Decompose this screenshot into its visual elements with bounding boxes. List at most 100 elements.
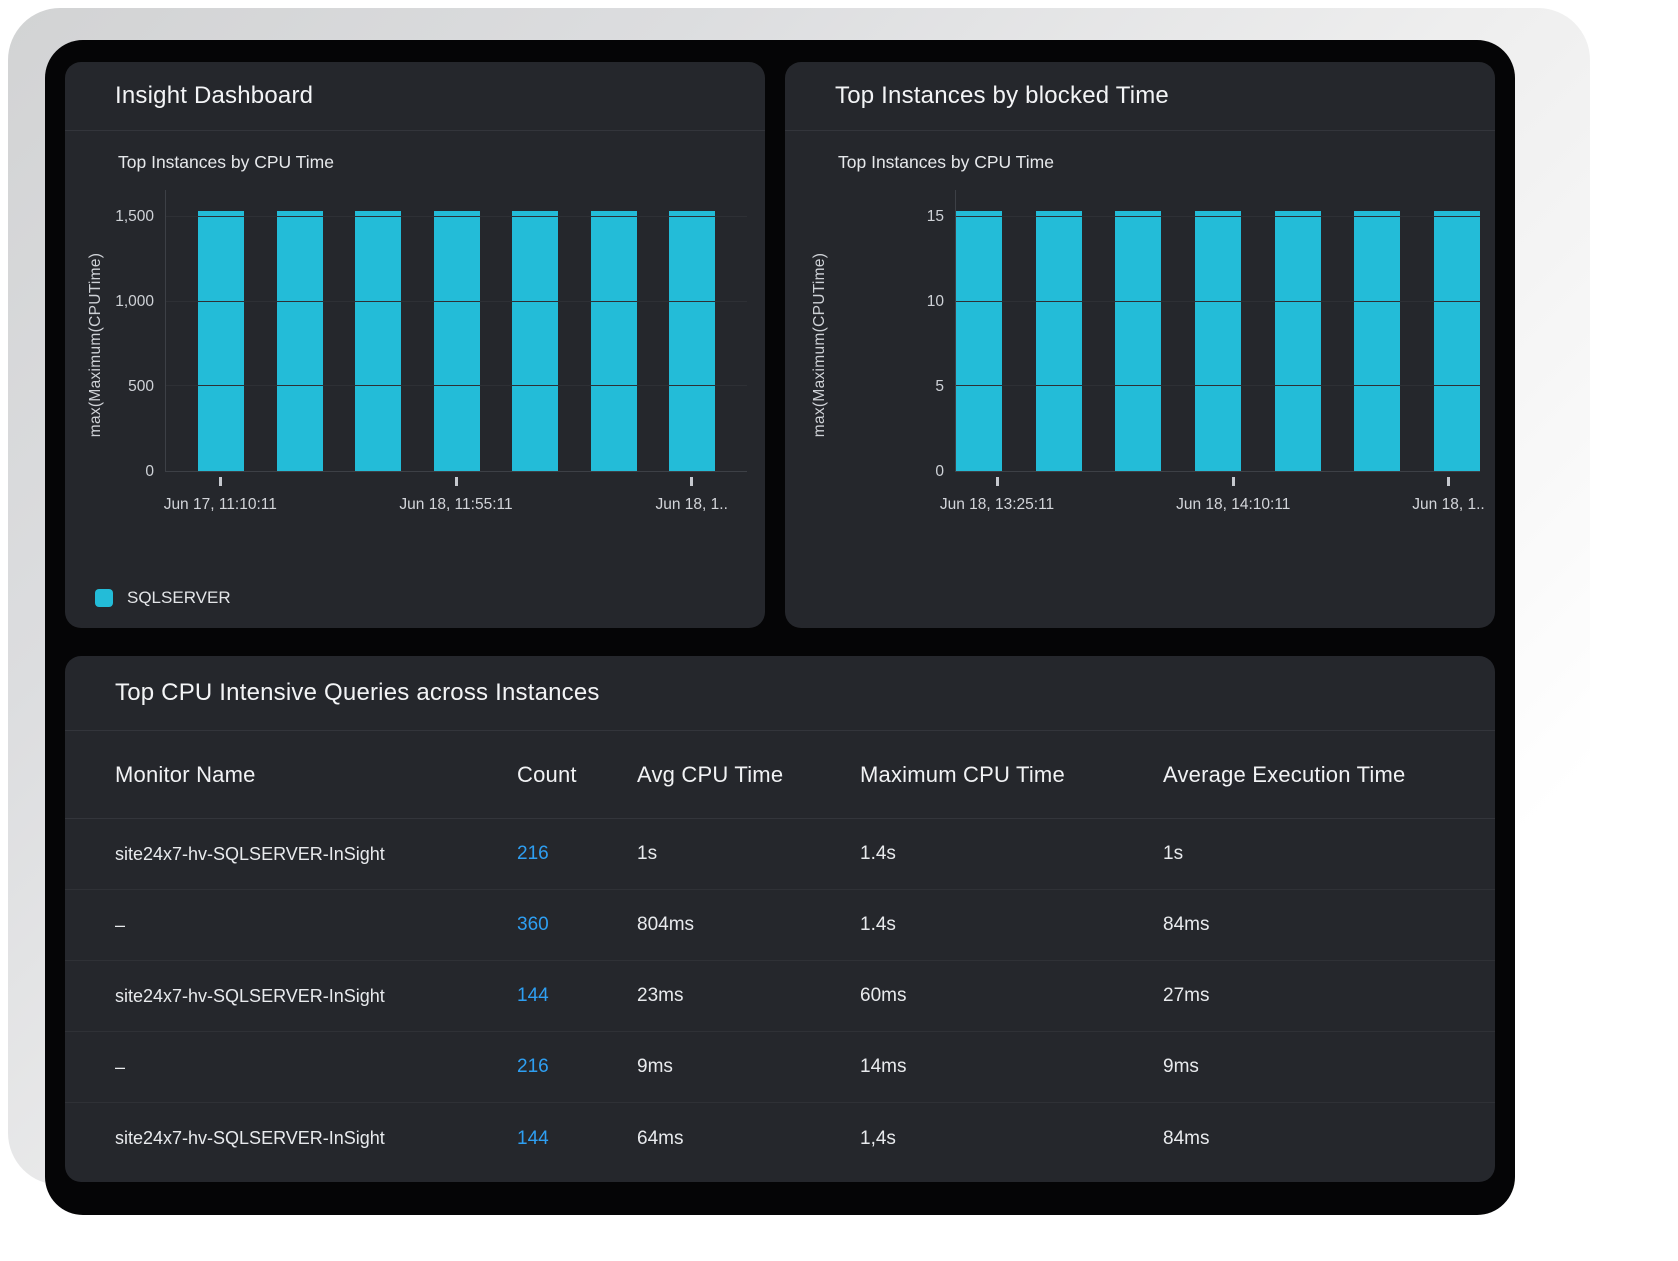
bar-sqlserver[interactable] [433, 211, 480, 471]
tick-mark [995, 477, 999, 486]
table-row: site24x7-hv-SQLSERVER-InSight 144 23ms 6… [65, 961, 1495, 1032]
plot-area [165, 190, 747, 472]
cell-avg-cpu-time: 1s [637, 843, 658, 864]
cell-count-link[interactable]: 144 [517, 1127, 549, 1149]
y-axis-tick-label: 0 [145, 463, 154, 480]
cell-maximum-cpu-time: 14ms [860, 1056, 907, 1077]
bars-group [166, 190, 747, 471]
bar-sqlserver[interactable] [355, 211, 401, 471]
cell-avg-cpu-time: 804ms [637, 914, 695, 935]
bar-sqlserver[interactable] [1354, 211, 1401, 471]
cpu-chart-title: Top Instances by CPU Time [118, 152, 334, 172]
tick-mark [1447, 477, 1450, 486]
table-body: site24x7-hv-SQLSERVER-InSight 216 1s 1.4… [65, 819, 1495, 1174]
cell-monitor-name: site24x7-hv-SQLSERVER-InSight [115, 1128, 385, 1148]
bar-sqlserver[interactable] [1035, 211, 1082, 471]
legend-item-sqlserver[interactable]: SQLSERVER [95, 588, 231, 608]
x-axis-tick-label: Jun 18, 13:25:11 [939, 496, 1055, 513]
tick-mark [218, 477, 222, 486]
cell-monitor-name: site24x7-hv-SQLSERVER-InSight [115, 843, 385, 864]
tick-mark [454, 477, 458, 486]
table-header-row: Monitor Name Count Avg CPU Time Maximum … [65, 731, 1495, 819]
cpu-time-chart: 0 500 1,000 1,500 Jun 17, 11:10:11 Jun 18, 1… [115, 190, 747, 513]
cell-average-execution-time: 1s [1163, 843, 1184, 864]
bar-sqlserver[interactable] [590, 211, 637, 471]
table-row: site24x7-hv-SQLSERVER-InSight 216 1s 1.4… [65, 819, 1495, 890]
cell-count-link[interactable]: 216 [517, 843, 549, 864]
bar-sqlserver[interactable] [1194, 211, 1241, 471]
cell-avg-cpu-time: 64ms [637, 1127, 684, 1149]
blocked-chart-title: Top Instances by CPU Time [838, 152, 1054, 172]
cell-average-execution-time: 84ms [1163, 1127, 1210, 1149]
x-axis-tick-label: Jun 18, 14:10:11 [1176, 496, 1291, 513]
cell-monitor-name: site24x7-hv-SQLSERVER-InSight [115, 985, 385, 1006]
bar-sqlserver[interactable] [276, 211, 323, 471]
plot-area [955, 190, 1480, 472]
x-axis-tick-label: Jun 17, 11:10:11 [163, 496, 277, 513]
bar-sqlserver[interactable] [512, 211, 558, 471]
gridline [956, 216, 1480, 218]
column-header-maximum-cpu-time: Maximum CPU Time [860, 761, 1065, 787]
y-axis-tick-label: 15 [926, 208, 944, 226]
bars-group [956, 190, 1480, 471]
bar-sqlserver[interactable] [1433, 211, 1480, 471]
tick-mark [690, 477, 694, 486]
gridline [956, 385, 1480, 387]
y-axis-tick-label: 5 [935, 378, 944, 396]
cell-monitor-name: – [115, 914, 126, 935]
cell-maximum-cpu-time: 1,4s [860, 1127, 896, 1149]
legend-swatch-icon [95, 589, 113, 607]
cell-maximum-cpu-time: 1.4s [860, 914, 896, 935]
x-axis-tick-label: Jun 18, 1.. [1412, 496, 1485, 513]
y-axis-title: max(Maximum(CPUTime) [87, 252, 104, 438]
cell-average-execution-time: 27ms [1163, 985, 1210, 1006]
bar-sqlserver[interactable] [1115, 211, 1162, 471]
bar-sqlserver[interactable] [198, 211, 244, 471]
y-axis-tick-label: 1,000 [115, 293, 154, 311]
insight-dashboard-panel: Insight Dashboard Top Instances by CPU T… [65, 62, 765, 628]
cell-avg-cpu-time: 9ms [637, 1056, 673, 1077]
tick-mark [1231, 477, 1235, 486]
cell-average-execution-time: 9ms [1163, 1056, 1199, 1077]
bar-sqlserver[interactable] [956, 211, 1002, 471]
bar-sqlserver[interactable] [1274, 211, 1321, 471]
y-axis-tick-label: 1,500 [115, 208, 154, 226]
cell-count-link[interactable]: 360 [517, 914, 549, 935]
cell-avg-cpu-time: 23ms [637, 985, 684, 1006]
table-row: – 360 804ms 1.4s 84ms [65, 890, 1495, 961]
blocked-panel-title: Top Instances by blocked Time [835, 82, 1169, 109]
column-header-monitor-name: Monitor Name [115, 761, 256, 787]
bar-sqlserver[interactable] [669, 211, 715, 471]
x-axis-tick-label: Jun 18, 11:55:11 [399, 496, 513, 513]
y-axis-tick-label: 10 [926, 293, 944, 311]
column-header-average-execution-time: Average Execution Time [1163, 761, 1406, 787]
y-axis-tick-label: 0 [935, 463, 944, 480]
column-header-count: Count [517, 761, 577, 787]
cell-maximum-cpu-time: 1.4s [860, 843, 896, 864]
gridline [166, 216, 747, 218]
cell-average-execution-time: 84ms [1163, 914, 1210, 935]
gridline [166, 385, 747, 387]
blocked-panel-header: Top Instances by blocked Time [785, 62, 1495, 131]
cell-count-link[interactable]: 144 [517, 985, 549, 1006]
insight-panel-title: Insight Dashboard [115, 82, 314, 109]
dashboard-window: Insight Dashboard Top Instances by CPU T… [45, 40, 1515, 1215]
y-axis-tick-label: 500 [128, 378, 154, 396]
table-row: – 216 9ms 14ms 9ms [65, 1032, 1495, 1103]
table-row: site24x7-hv-SQLSERVER-InSight 144 64ms 1… [65, 1103, 1495, 1174]
y-axis-title: max(Maximum(CPUTime) [811, 252, 828, 438]
insight-panel-header: Insight Dashboard [65, 62, 765, 131]
column-header-avg-cpu-time: Avg CPU Time [637, 761, 784, 787]
queries-panel-header: Top CPU Intensive Queries across Instanc… [65, 656, 1495, 731]
gridline [956, 300, 1480, 302]
cell-monitor-name: – [115, 1056, 126, 1077]
legend-label: SQLSERVER [127, 588, 231, 607]
blocked-time-chart: 0 5 10 15 Jun 18, 13:25:11 Jun 18, 14:10:11 J… [927, 190, 1485, 513]
cell-count-link[interactable]: 216 [517, 1056, 549, 1077]
gridline [166, 300, 747, 302]
top-queries-panel: Top CPU Intensive Queries across Instanc… [65, 656, 1495, 1182]
x-axis-tick-label: Jun 18, 1.. [655, 496, 728, 513]
queries-panel-title: Top CPU Intensive Queries across Instanc… [115, 679, 600, 706]
blocked-time-panel: Top Instances by blocked Time Top Instan… [785, 62, 1495, 628]
cell-maximum-cpu-time: 60ms [860, 985, 907, 1006]
